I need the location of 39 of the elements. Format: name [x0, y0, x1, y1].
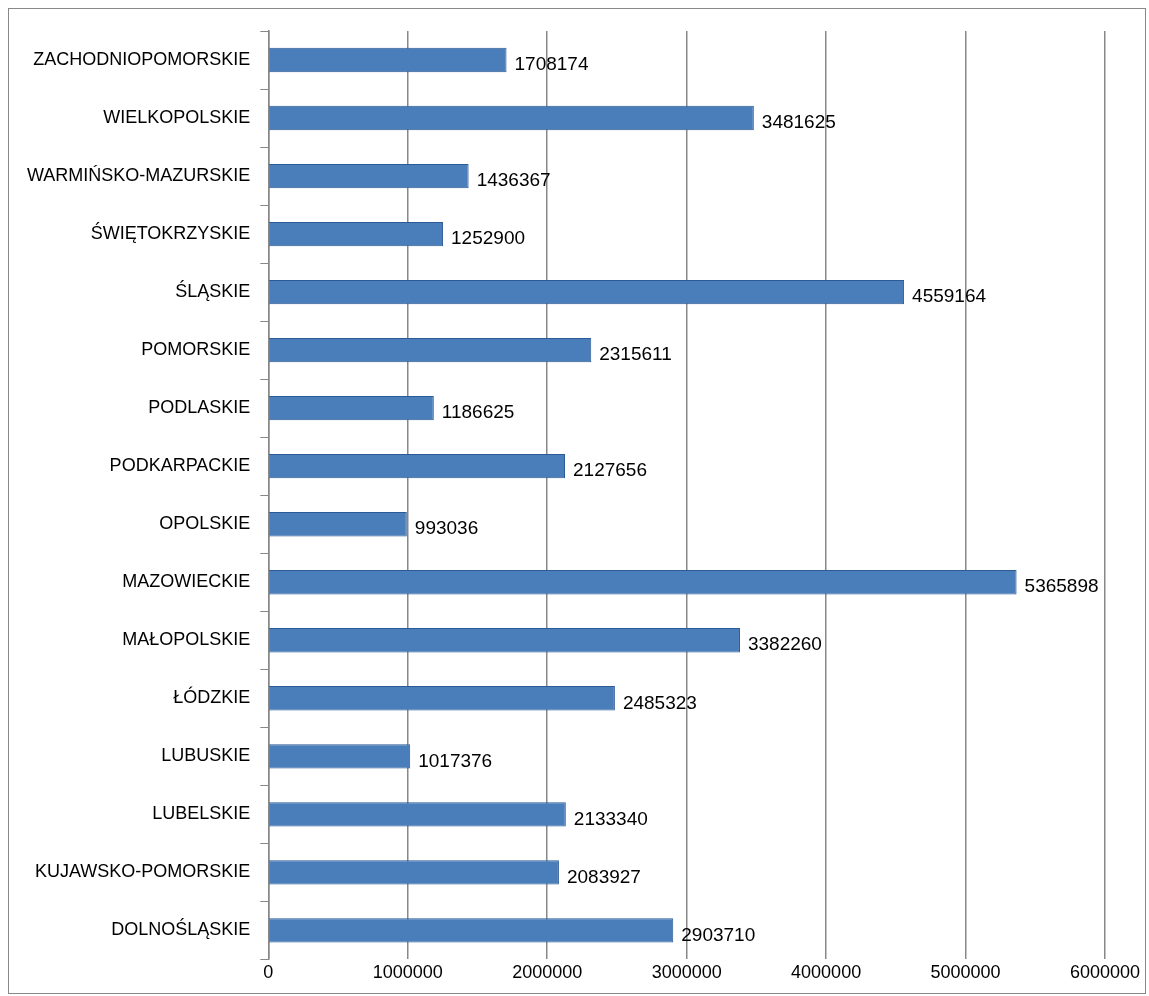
data-label: 1436367 [476, 169, 551, 191]
x-tick-label: 6000000 [1069, 962, 1141, 983]
y-tick-label: LUBUSKIE [161, 745, 251, 766]
data-label: 3382260 [747, 633, 822, 655]
data-label: 2315611 [599, 343, 672, 365]
data-label: 1017376 [418, 749, 493, 771]
x-tick-label: 4000000 [791, 962, 862, 983]
data-label: 4559164 [912, 285, 987, 307]
y-tick-label: WARMIŃSKO-MAZURSKIE [27, 165, 251, 186]
y-tick-label: POMORSKIE [141, 339, 251, 360]
data-label: 2083927 [566, 865, 641, 887]
y-tick-label: ZACHODNIOPOMORSKIE [33, 48, 251, 69]
data-label: 2485323 [622, 691, 697, 713]
x-tick-label: 0 [263, 962, 274, 983]
y-tick-label: MAZOWIECKIE [122, 571, 251, 592]
data-label: 2127656 [573, 459, 647, 481]
y-tick-label: WIELKOPOLSKIE [103, 107, 251, 128]
data-label: 993036 [414, 517, 479, 539]
y-tick-label: LUBELSKIE [152, 803, 251, 824]
x-tick-label: 1000000 [372, 962, 443, 983]
x-tick-label: 5000000 [930, 962, 1001, 983]
y-tick-label: PODLASKIE [148, 397, 251, 418]
x-tick-label: 3000000 [651, 962, 722, 983]
y-tick-label: OPOLSKIE [159, 513, 251, 534]
x-tick-label: 2000000 [512, 962, 583, 983]
data-label: 1186625 [441, 401, 515, 423]
data-label: 1708174 [514, 53, 589, 75]
data-label: 2133340 [573, 807, 648, 829]
y-tick-label: ŚWIĘTOKRZYSKIE [90, 222, 251, 244]
y-tick-label: KUJAWSKO-POMORSKIE [34, 861, 251, 882]
y-tick-label: DOLNOŚLĄSKIE [111, 918, 251, 940]
data-label: 2903710 [681, 923, 756, 945]
y-tick-label: ŚLĄSKIE [175, 280, 251, 302]
y-tick-label: ŁÓDZKIE [173, 686, 251, 708]
data-label: 5365898 [1024, 575, 1099, 597]
data-label: 3481625 [761, 111, 836, 133]
y-tick-label: PODKARPACKIE [109, 455, 251, 476]
y-tick-label: MAŁOPOLSKIE [122, 629, 251, 650]
data-label: 1252900 [451, 227, 526, 249]
